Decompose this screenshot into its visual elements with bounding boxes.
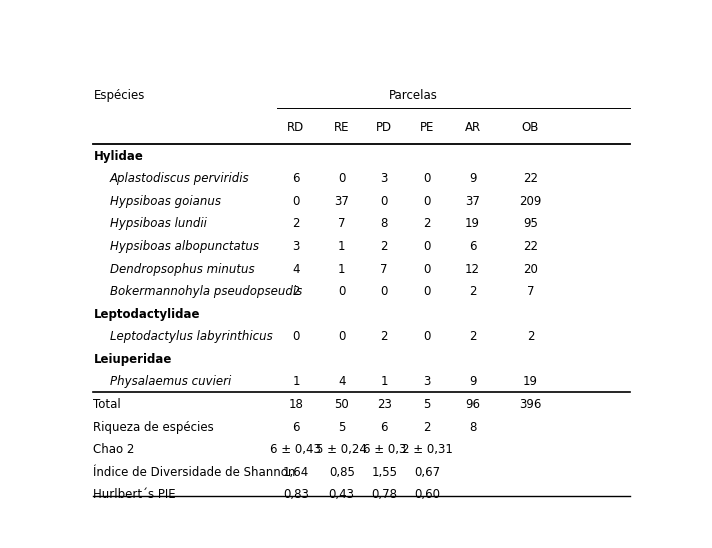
Text: 0,60: 0,60 bbox=[414, 488, 440, 501]
Text: 12: 12 bbox=[465, 262, 480, 276]
Text: 2: 2 bbox=[424, 218, 431, 231]
Text: 0: 0 bbox=[338, 285, 345, 298]
Text: Hylidae: Hylidae bbox=[93, 150, 143, 163]
Text: 6 ± 0,3: 6 ± 0,3 bbox=[362, 443, 406, 456]
Text: 3: 3 bbox=[380, 172, 388, 185]
Text: Dendropsophus minutus: Dendropsophus minutus bbox=[110, 262, 255, 276]
Text: 19: 19 bbox=[465, 218, 480, 231]
Text: RD: RD bbox=[288, 121, 305, 134]
Text: 209: 209 bbox=[519, 195, 542, 208]
Text: 20: 20 bbox=[523, 262, 538, 276]
Text: 1: 1 bbox=[380, 375, 388, 389]
Text: 2: 2 bbox=[380, 240, 388, 253]
Text: 0: 0 bbox=[380, 285, 388, 298]
Text: Hypsiboas lundii: Hypsiboas lundii bbox=[110, 218, 207, 231]
Text: 37: 37 bbox=[465, 195, 480, 208]
Text: 5 ± 0,24: 5 ± 0,24 bbox=[316, 443, 367, 456]
Text: 0,78: 0,78 bbox=[371, 488, 397, 501]
Text: 4: 4 bbox=[292, 262, 300, 276]
Text: 2 ± 0,31: 2 ± 0,31 bbox=[402, 443, 453, 456]
Text: Riqueza de espécies: Riqueza de espécies bbox=[93, 421, 214, 433]
Text: 19: 19 bbox=[523, 375, 538, 389]
Text: 1: 1 bbox=[338, 240, 345, 253]
Text: AR: AR bbox=[464, 121, 481, 134]
Text: 0: 0 bbox=[424, 330, 431, 344]
Text: 0,83: 0,83 bbox=[283, 488, 309, 501]
Text: 6: 6 bbox=[468, 240, 476, 253]
Text: 2: 2 bbox=[292, 218, 300, 231]
Text: 2: 2 bbox=[527, 330, 534, 344]
Text: 9: 9 bbox=[468, 172, 476, 185]
Text: Hurlbert´s PIE: Hurlbert´s PIE bbox=[93, 488, 176, 501]
Text: Leiuperidae: Leiuperidae bbox=[93, 353, 172, 366]
Text: 5: 5 bbox=[424, 398, 431, 411]
Text: Hypsiboas albopunctatus: Hypsiboas albopunctatus bbox=[110, 240, 259, 253]
Text: 0: 0 bbox=[292, 330, 300, 344]
Text: 0: 0 bbox=[424, 240, 431, 253]
Text: 396: 396 bbox=[519, 398, 542, 411]
Text: 37: 37 bbox=[335, 195, 349, 208]
Text: 0: 0 bbox=[338, 330, 345, 344]
Text: PE: PE bbox=[420, 121, 434, 134]
Text: 2: 2 bbox=[468, 330, 476, 344]
Text: 0: 0 bbox=[380, 195, 388, 208]
Text: 96: 96 bbox=[465, 398, 480, 411]
Text: Bokermannohyla pseudopseudis: Bokermannohyla pseudopseudis bbox=[110, 285, 302, 298]
Text: 1,64: 1,64 bbox=[283, 466, 309, 479]
Text: 6 ± 0,43: 6 ± 0,43 bbox=[271, 443, 321, 456]
Text: 5: 5 bbox=[338, 421, 345, 433]
Text: Total: Total bbox=[93, 398, 121, 411]
Text: 6: 6 bbox=[292, 421, 300, 433]
Text: 0,67: 0,67 bbox=[414, 466, 440, 479]
Text: 0,85: 0,85 bbox=[329, 466, 355, 479]
Text: 7: 7 bbox=[527, 285, 534, 298]
Text: 50: 50 bbox=[335, 398, 349, 411]
Text: 3: 3 bbox=[292, 240, 300, 253]
Text: Índice de Diversidade de Shannon: Índice de Diversidade de Shannon bbox=[93, 466, 295, 479]
Text: 8: 8 bbox=[468, 421, 476, 433]
Text: 0: 0 bbox=[424, 195, 431, 208]
Text: Chao 2: Chao 2 bbox=[93, 443, 135, 456]
Text: 6: 6 bbox=[292, 172, 300, 185]
Text: RE: RE bbox=[334, 121, 350, 134]
Text: 2: 2 bbox=[424, 421, 431, 433]
Text: 0,43: 0,43 bbox=[329, 488, 355, 501]
Text: 2: 2 bbox=[468, 285, 476, 298]
Text: Espécies: Espécies bbox=[93, 89, 145, 102]
Text: PD: PD bbox=[376, 121, 392, 134]
Text: 23: 23 bbox=[377, 398, 392, 411]
Text: 9: 9 bbox=[468, 375, 476, 389]
Text: Leptodactylidae: Leptodactylidae bbox=[93, 308, 200, 321]
Text: 8: 8 bbox=[380, 218, 388, 231]
Text: 18: 18 bbox=[288, 398, 303, 411]
Text: 0: 0 bbox=[424, 285, 431, 298]
Text: 7: 7 bbox=[380, 262, 388, 276]
Text: OB: OB bbox=[522, 121, 539, 134]
Text: 0: 0 bbox=[424, 172, 431, 185]
Text: Physalaemus cuvieri: Physalaemus cuvieri bbox=[110, 375, 231, 389]
Text: 1,55: 1,55 bbox=[371, 466, 397, 479]
Text: 2: 2 bbox=[292, 285, 300, 298]
Text: 95: 95 bbox=[523, 218, 538, 231]
Text: 22: 22 bbox=[523, 240, 538, 253]
Text: 6: 6 bbox=[380, 421, 388, 433]
Text: 3: 3 bbox=[424, 375, 431, 389]
Text: 1: 1 bbox=[338, 262, 345, 276]
Text: 7: 7 bbox=[338, 218, 345, 231]
Text: 4: 4 bbox=[338, 375, 345, 389]
Text: 1: 1 bbox=[292, 375, 300, 389]
Text: 2: 2 bbox=[380, 330, 388, 344]
Text: 22: 22 bbox=[523, 172, 538, 185]
Text: Parcelas: Parcelas bbox=[389, 89, 438, 102]
Text: 0: 0 bbox=[338, 172, 345, 185]
Text: 0: 0 bbox=[424, 262, 431, 276]
Text: Hypsiboas goianus: Hypsiboas goianus bbox=[110, 195, 221, 208]
Text: Leptodactylus labyrinthicus: Leptodactylus labyrinthicus bbox=[110, 330, 273, 344]
Text: Aplastodiscus perviridis: Aplastodiscus perviridis bbox=[110, 172, 250, 185]
Text: 0: 0 bbox=[292, 195, 300, 208]
